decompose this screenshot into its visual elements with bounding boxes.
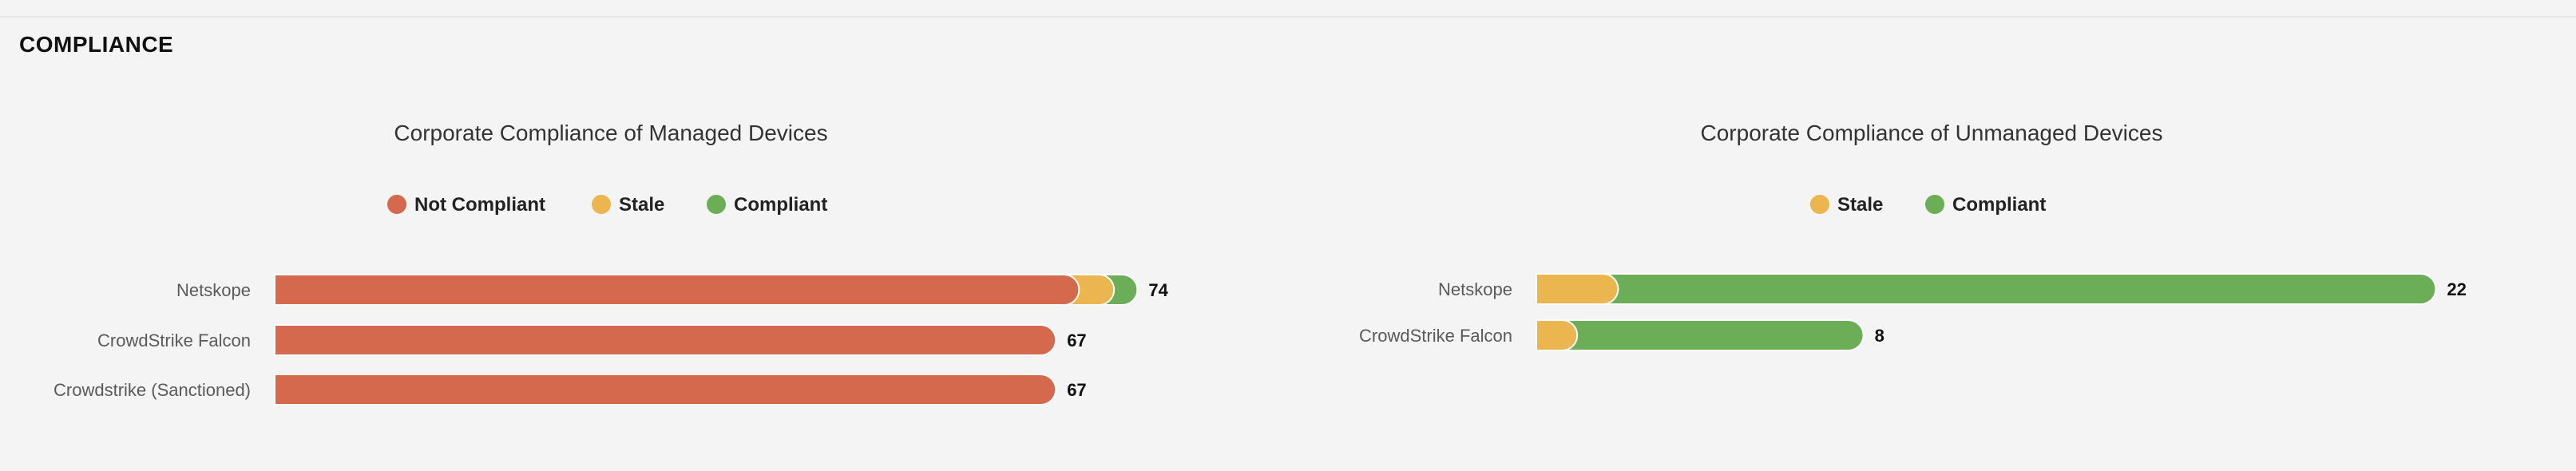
- managed-total-label: 74: [1148, 280, 1168, 300]
- unmanaged-legend-label-stale[interactable]: Stale: [1837, 194, 1883, 216]
- managed-legend-label-not-compliant[interactable]: Not Compliant: [414, 194, 545, 216]
- managed-legend-label-stale[interactable]: Stale: [619, 194, 664, 216]
- unmanaged-bar-segment-stale[interactable]: [1536, 319, 1579, 351]
- managed-legend-marker-not-compliant[interactable]: [387, 195, 406, 214]
- unmanaged-total-label: 8: [1875, 326, 1884, 346]
- unmanaged-legend-marker-compliant[interactable]: [1925, 195, 1944, 214]
- managed-bar-segment-not-compliant[interactable]: [274, 274, 1080, 306]
- managed-legend-marker-compliant[interactable]: [707, 195, 726, 214]
- managed-total-label: 67: [1067, 380, 1086, 400]
- managed-legend-marker-stale[interactable]: [592, 195, 611, 214]
- managed-total-label: 67: [1067, 330, 1086, 350]
- unmanaged-category-label: Netskope: [1438, 279, 1512, 299]
- unmanaged-legend-label-compliant[interactable]: Compliant: [1952, 194, 2046, 216]
- unmanaged-category-label: CrowdStrike Falcon: [1359, 326, 1512, 346]
- unmanaged-total-label: 22: [2447, 279, 2466, 299]
- unmanaged-bar-segment-stale[interactable]: [1536, 273, 1619, 305]
- unmanaged-legend-marker-stale[interactable]: [1810, 195, 1829, 214]
- unmanaged-chart-title: Corporate Compliance of Unmanaged Device…: [1701, 121, 2163, 145]
- section-title: COMPLIANCE: [19, 32, 174, 57]
- managed-category-label: Netskope: [176, 280, 251, 300]
- managed-bar-segment-not-compliant[interactable]: [274, 324, 1057, 356]
- managed-bar-segment-not-compliant[interactable]: [274, 374, 1057, 406]
- managed-category-label: Crowdstrike (Sanctioned): [54, 380, 251, 400]
- managed-chart-title: Corporate Compliance of Managed Devices: [394, 121, 827, 145]
- top-divider: [0, 16, 2576, 18]
- unmanaged-bar-segment-compliant[interactable]: [1561, 319, 1865, 351]
- managed-category-label: CrowdStrike Falcon: [97, 330, 251, 350]
- unmanaged-bar-segment-compliant[interactable]: [1602, 273, 2437, 305]
- managed-legend-label-compliant[interactable]: Compliant: [734, 194, 827, 216]
